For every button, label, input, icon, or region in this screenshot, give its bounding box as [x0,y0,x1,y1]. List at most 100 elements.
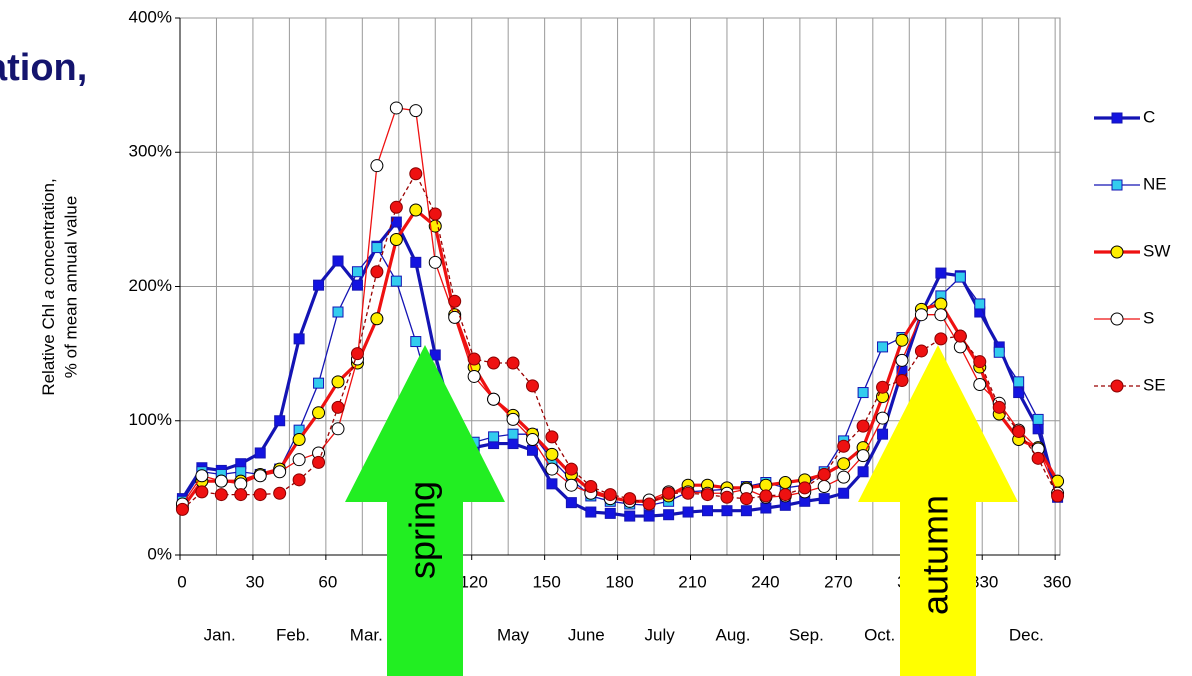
marker [506,356,520,370]
marker [1110,245,1124,259]
x-tick-label: 0 [177,572,186,591]
marker [488,431,500,443]
legend-item: SE [1094,375,1166,394]
y-label-line: % of mean annual value [61,196,80,378]
marker [934,297,948,311]
marker [837,457,851,471]
marker [856,419,870,433]
marker [877,341,889,353]
annotation-label: autumn [915,495,956,615]
marker [253,488,267,502]
series-line [181,107,1059,505]
series-line [181,219,1060,518]
marker [1111,179,1123,191]
marker [274,415,286,427]
x-tick-label: 360 [1043,572,1071,591]
marker [993,346,1005,358]
marker [1051,474,1065,488]
marker [389,233,403,247]
marker [1051,489,1065,503]
month-label: Dec. [1009,625,1044,644]
marker [507,438,519,450]
month-label: Sep. [789,625,824,644]
y-axis-label: Relative Chl a concentration, % of mean … [39,178,80,395]
marker [643,510,655,522]
marker [857,387,869,399]
marker [409,104,423,118]
y-label-part: Relative Chl [39,299,58,395]
y-tick-label: 0% [147,544,172,563]
marker [429,349,441,361]
legend-label: S [1143,308,1154,327]
x-tick-label: 60 [318,572,337,591]
y-tick-label: 200% [129,276,172,295]
marker [1013,376,1025,388]
marker [798,481,812,495]
marker [312,455,326,469]
marker [292,453,306,467]
marker [292,473,306,487]
marker [954,271,966,283]
marker [857,466,869,478]
series-line [181,172,1059,510]
marker [720,490,734,504]
marker [642,497,656,511]
y-tick-label: 400% [129,7,172,26]
marker [370,312,384,326]
marker [682,506,694,518]
marker [410,256,422,268]
marker [350,347,364,361]
marker [1111,112,1123,124]
marker [935,267,947,279]
month-label: May [497,625,530,644]
marker [331,422,345,436]
marker [1032,413,1044,425]
marker [506,412,520,426]
marker [546,478,558,490]
marker [973,378,987,392]
marker [914,308,928,322]
marker [838,487,850,499]
marker [370,159,384,173]
marker [254,447,266,459]
marker [467,369,481,383]
marker [856,449,870,463]
marker [877,428,889,440]
marker [623,492,637,506]
marker [428,207,442,221]
marker [604,507,616,519]
marker [331,400,345,414]
x-tick-label: 150 [532,572,560,591]
marker [973,355,987,369]
marker [487,356,501,370]
marker [564,462,578,476]
marker [760,502,772,514]
marker [953,340,967,354]
marker [545,462,559,476]
marker [545,430,559,444]
month-label: Jan. [204,625,236,644]
marker [371,242,383,254]
marker [467,352,481,366]
y-label-line: Relative Chl a concentration, [39,178,58,395]
x-tick-label: 120 [460,572,488,591]
y-tick-label: 300% [129,142,172,161]
marker [313,377,325,389]
marker [992,400,1006,414]
x-tick-label: 210 [678,572,706,591]
legend-label: NE [1143,174,1167,193]
marker [914,344,928,358]
marker [759,478,773,492]
marker [390,275,402,287]
month-label: July [645,625,676,644]
marker [701,488,715,502]
month-label: Mar. [350,625,383,644]
marker [390,216,402,228]
marker [292,433,306,447]
marker [410,336,422,348]
marker [818,493,830,505]
marker [817,467,831,481]
marker [663,509,675,521]
marker [1031,451,1045,465]
y-label-part: a [39,290,58,299]
